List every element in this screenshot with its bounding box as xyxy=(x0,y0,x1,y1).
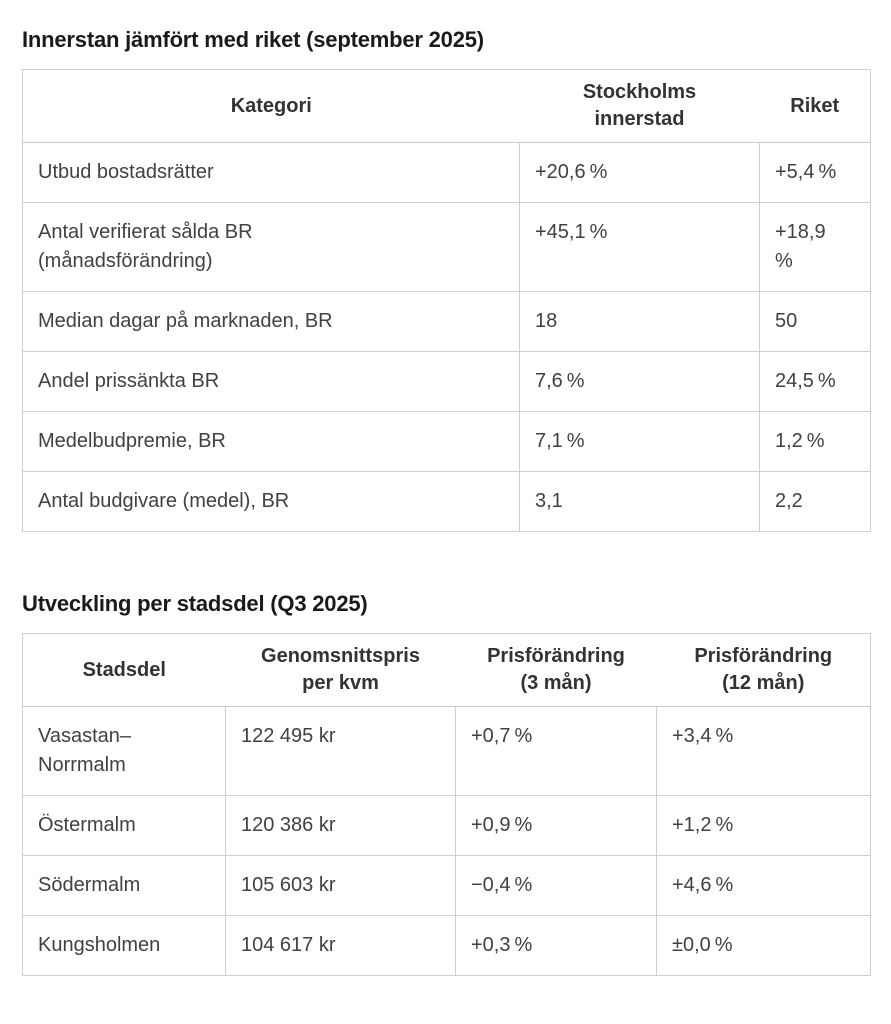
innerstad-value-cell: 3,1 xyxy=(519,471,760,532)
column-header-genomsnittspris: Genomsnittspris per kvm xyxy=(225,633,456,707)
category-cell: Medelbudpremie, BR xyxy=(22,411,520,472)
innerstad-value-cell: +20,6 % xyxy=(519,142,760,203)
header-row: Kategori Stockholms innerstad Riket xyxy=(22,69,871,143)
stadsdel-cell: Östermalm xyxy=(22,795,226,856)
table-row: Antal verifierat sålda BR (månadsförändr… xyxy=(22,202,871,292)
section-title-stadsdel: Utveckling per stadsdel (Q3 2025) xyxy=(22,591,368,616)
table-row: Östermalm 120 386 kr +0,9 % +1,2 % xyxy=(22,795,871,856)
category-cell: Median dagar på marknaden, BR xyxy=(22,291,520,352)
column-header-prisforandring-12man: Prisförändring (12 mån) xyxy=(656,633,871,707)
section-title-innerstan: Innerstan jämfört med riket (september 2… xyxy=(22,27,484,52)
table-row: Antal budgivare (medel), BR 3,1 2,2 xyxy=(22,471,871,532)
forandring-12man-cell: +4,6 % xyxy=(656,855,871,916)
category-cell: Antal budgivare (medel), BR xyxy=(22,471,520,532)
table-row: Utbud bostadsrätter +20,6 % +5,4 % xyxy=(22,142,871,203)
table-row: Kungsholmen 104 617 kr +0,3 % ±0,0 % xyxy=(22,915,871,976)
stadsdel-cell: Kungsholmen xyxy=(22,915,226,976)
riket-value-cell: 24,5 % xyxy=(759,351,871,412)
column-header-stockholms-innerstad: Stockholms innerstad xyxy=(519,69,760,143)
riket-value-cell: +18,9 % xyxy=(759,202,871,292)
table-row: Vasastan– Norrmalm 122 495 kr +0,7 % +3,… xyxy=(22,706,871,796)
riket-value-cell: 1,2 % xyxy=(759,411,871,472)
riket-value-cell: 2,2 xyxy=(759,471,871,532)
forandring-3man-cell: +0,3 % xyxy=(455,915,657,976)
forandring-3man-cell: −0,4 % xyxy=(455,855,657,916)
table-row: Andel prissänkta BR 7,6 % 24,5 % xyxy=(22,351,871,412)
column-header-prisforandring-3man: Prisförändring (3 mån) xyxy=(455,633,657,707)
table-row: Södermalm 105 603 kr −0,4 % +4,6 % xyxy=(22,855,871,916)
innerstad-value-cell: 18 xyxy=(519,291,760,352)
table-row: Medelbudpremie, BR 7,1 % 1,2 % xyxy=(22,411,871,472)
section-innerstan: Innerstan jämfört med riket (september 2… xyxy=(22,27,871,532)
pris-cell: 104 617 kr xyxy=(225,915,456,976)
category-cell: Utbud bostadsrätter xyxy=(22,142,520,203)
forandring-12man-cell: ±0,0 % xyxy=(656,915,871,976)
innerstad-value-cell: 7,6 % xyxy=(519,351,760,412)
riket-value-cell: +5,4 % xyxy=(759,142,871,203)
header-row: Stadsdel Genomsnittspris per kvm Prisför… xyxy=(22,633,871,707)
forandring-3man-cell: +0,7 % xyxy=(455,706,657,796)
pris-cell: 105 603 kr xyxy=(225,855,456,916)
pris-cell: 122 495 kr xyxy=(225,706,456,796)
section-stadsdel: Utveckling per stadsdel (Q3 2025) Stadsd… xyxy=(22,591,871,976)
riket-value-cell: 50 xyxy=(759,291,871,352)
stadsdel-cell: Vasastan– Norrmalm xyxy=(22,706,226,796)
column-header-stadsdel: Stadsdel xyxy=(22,633,226,707)
innerstad-value-cell: +45,1 % xyxy=(519,202,760,292)
column-header-kategori: Kategori xyxy=(22,69,520,143)
stadsdel-table: Stadsdel Genomsnittspris per kvm Prisför… xyxy=(22,633,871,976)
category-cell: Antal verifierat sålda BR (månadsförändr… xyxy=(22,202,520,292)
stadsdel-cell: Södermalm xyxy=(22,855,226,916)
innerstad-value-cell: 7,1 % xyxy=(519,411,760,472)
innerstan-table: Kategori Stockholms innerstad Riket Utbu… xyxy=(22,69,871,532)
category-cell: Andel prissänkta BR xyxy=(22,351,520,412)
pris-cell: 120 386 kr xyxy=(225,795,456,856)
column-header-riket: Riket xyxy=(759,69,871,143)
forandring-12man-cell: +3,4 % xyxy=(656,706,871,796)
forandring-3man-cell: +0,9 % xyxy=(455,795,657,856)
forandring-12man-cell: +1,2 % xyxy=(656,795,871,856)
table-row: Median dagar på marknaden, BR 18 50 xyxy=(22,291,871,352)
